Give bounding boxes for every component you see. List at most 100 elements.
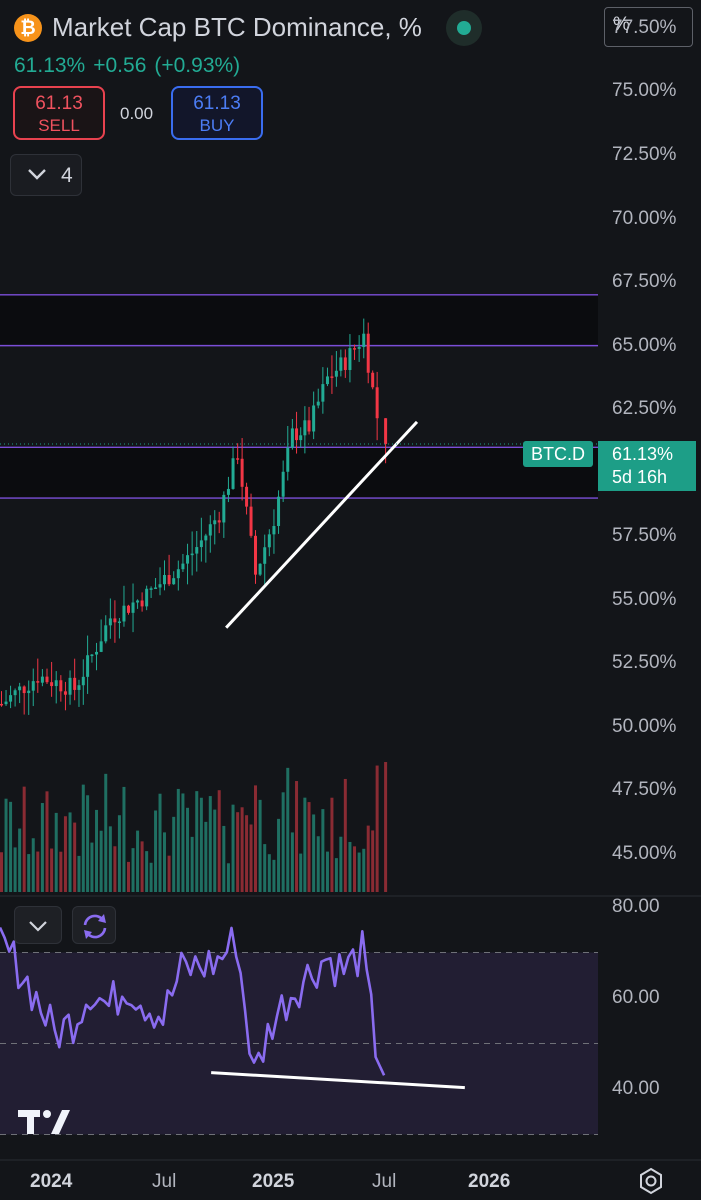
volume-bar [126, 861, 130, 892]
time-tick-label: Jul [372, 1171, 397, 1192]
volume-bar [176, 788, 180, 892]
volume-bar [77, 855, 81, 892]
candle-body [90, 654, 94, 657]
settings-gear-icon[interactable] [637, 1167, 665, 1195]
candle-body [371, 372, 375, 388]
volume-bar [339, 836, 343, 892]
candle-body [249, 506, 253, 536]
volume-bar [140, 841, 144, 892]
volume-bar [375, 765, 379, 892]
market-status-icon[interactable] [446, 10, 482, 46]
volume-bar [181, 793, 185, 892]
candle-body [208, 524, 212, 536]
candle-body [321, 384, 325, 402]
volume-bar [186, 807, 190, 892]
candle-body [149, 588, 153, 590]
candle-body [31, 681, 35, 691]
candle-body [95, 651, 99, 655]
candle-body [73, 677, 77, 690]
time-tick-label: 2024 [30, 1171, 73, 1192]
candle-body [295, 428, 299, 441]
candle-body [167, 575, 171, 585]
candle-body [339, 357, 343, 371]
buy-button[interactable]: 61.13 BUY [171, 86, 263, 140]
volume-bar [195, 791, 199, 892]
tradingview-logo-icon[interactable] [18, 1108, 72, 1136]
price-tick-label: 72.50% [612, 144, 677, 166]
candle-body [145, 588, 149, 607]
volume-bar [27, 854, 31, 892]
candle-body [0, 703, 3, 706]
scale-mode-button[interactable]: % [604, 7, 693, 47]
sell-button[interactable]: 61.13 SELL [13, 86, 105, 140]
candle-body [9, 695, 13, 702]
volume-bar [63, 816, 67, 892]
volume-bar [54, 812, 58, 892]
volume-bar [172, 816, 176, 892]
indicators-toggle-button[interactable]: 4 [10, 154, 82, 196]
candle-body [240, 458, 244, 487]
candle-body [348, 348, 352, 370]
volume-bar [131, 848, 135, 892]
candle-body [272, 526, 276, 535]
volume-bar [290, 832, 294, 892]
volume-bar [95, 809, 99, 892]
symbol-title[interactable]: Market Cap BTC Dominance, % [52, 12, 422, 42]
volume-bar [299, 853, 303, 892]
candle-body [325, 376, 329, 385]
price-change: +0.56 [93, 54, 147, 77]
last-price: 61.13% [14, 54, 86, 77]
volume-bar [59, 851, 63, 892]
volume-bars [0, 762, 388, 892]
candle-body [245, 486, 249, 507]
volume-bar [99, 830, 103, 892]
candle-body [286, 447, 290, 472]
volume-bar [13, 847, 17, 892]
volume-bar [50, 848, 54, 892]
rsi-collapse-button[interactable] [14, 906, 62, 944]
volume-bar [199, 797, 203, 892]
candle-body [108, 618, 112, 626]
candle-body [186, 555, 190, 564]
volume-bar [167, 855, 171, 892]
volume-bar [204, 821, 208, 892]
rsi-refresh-button[interactable] [72, 906, 116, 944]
zone-box-1 [0, 447, 598, 499]
volume-bar [286, 767, 290, 892]
volume-bar [145, 851, 149, 892]
last-price-tag-value: 61.13% [612, 444, 674, 464]
rsi-tick-label: 80.00 [612, 896, 660, 917]
volume-bar [73, 822, 77, 892]
rsi-line [0, 926, 386, 1076]
rsi-trendline [211, 1071, 465, 1090]
volume-bar [253, 785, 257, 892]
candle-body [113, 618, 117, 623]
candle-body [217, 520, 221, 523]
candle-body [172, 578, 176, 585]
volume-bar [371, 830, 375, 892]
volume-bar [113, 846, 117, 892]
price-tick-label: 52.50% [612, 652, 677, 674]
volume-bar [366, 825, 370, 892]
volume-bar [136, 830, 140, 892]
candle-body [312, 405, 316, 432]
volume-bar [321, 809, 325, 892]
candle-body [131, 602, 135, 613]
candle-body [81, 676, 85, 686]
bitcoin-icon: ₿ [14, 14, 42, 42]
volume-bar [45, 791, 49, 892]
candle-body [299, 435, 303, 441]
volume-bar [86, 795, 90, 892]
candle-body [263, 547, 267, 564]
candle-body [36, 681, 40, 683]
candle-body [176, 569, 180, 579]
candle-body [154, 587, 158, 589]
chevron-down-icon [29, 921, 47, 932]
symbol-price-tag: BTC.D [523, 441, 593, 467]
candle-body [4, 701, 8, 705]
candle-body [22, 686, 26, 694]
volume-bar [236, 812, 240, 892]
rsi-tick-label: 40.00 [612, 1078, 660, 1099]
candle-body [357, 347, 361, 349]
